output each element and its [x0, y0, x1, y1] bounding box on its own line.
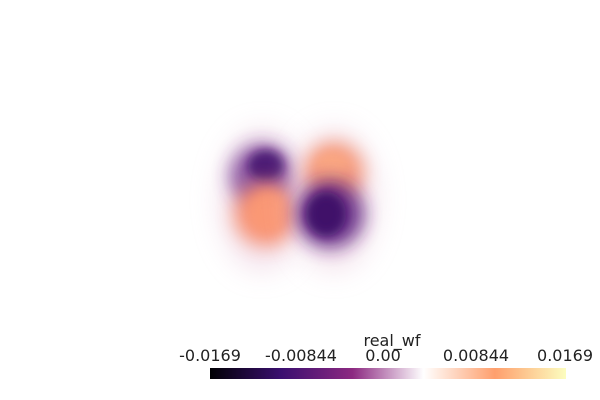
colorbar-tick-min: -0.0169	[179, 346, 241, 365]
colorbar-tick-low: -0.00844	[265, 346, 337, 365]
colorbar-tick-max: 0.0169	[537, 346, 593, 365]
colorbar-tick-zero: 0.00	[365, 346, 401, 365]
right-lobe	[292, 130, 376, 270]
render-viewport[interactable]	[0, 0, 600, 330]
left-lobe	[220, 130, 304, 270]
colorbar-title: real_wf	[363, 331, 421, 350]
colorbar-tick-high: 0.00844	[442, 346, 510, 365]
colorbar-gradient	[210, 368, 566, 379]
